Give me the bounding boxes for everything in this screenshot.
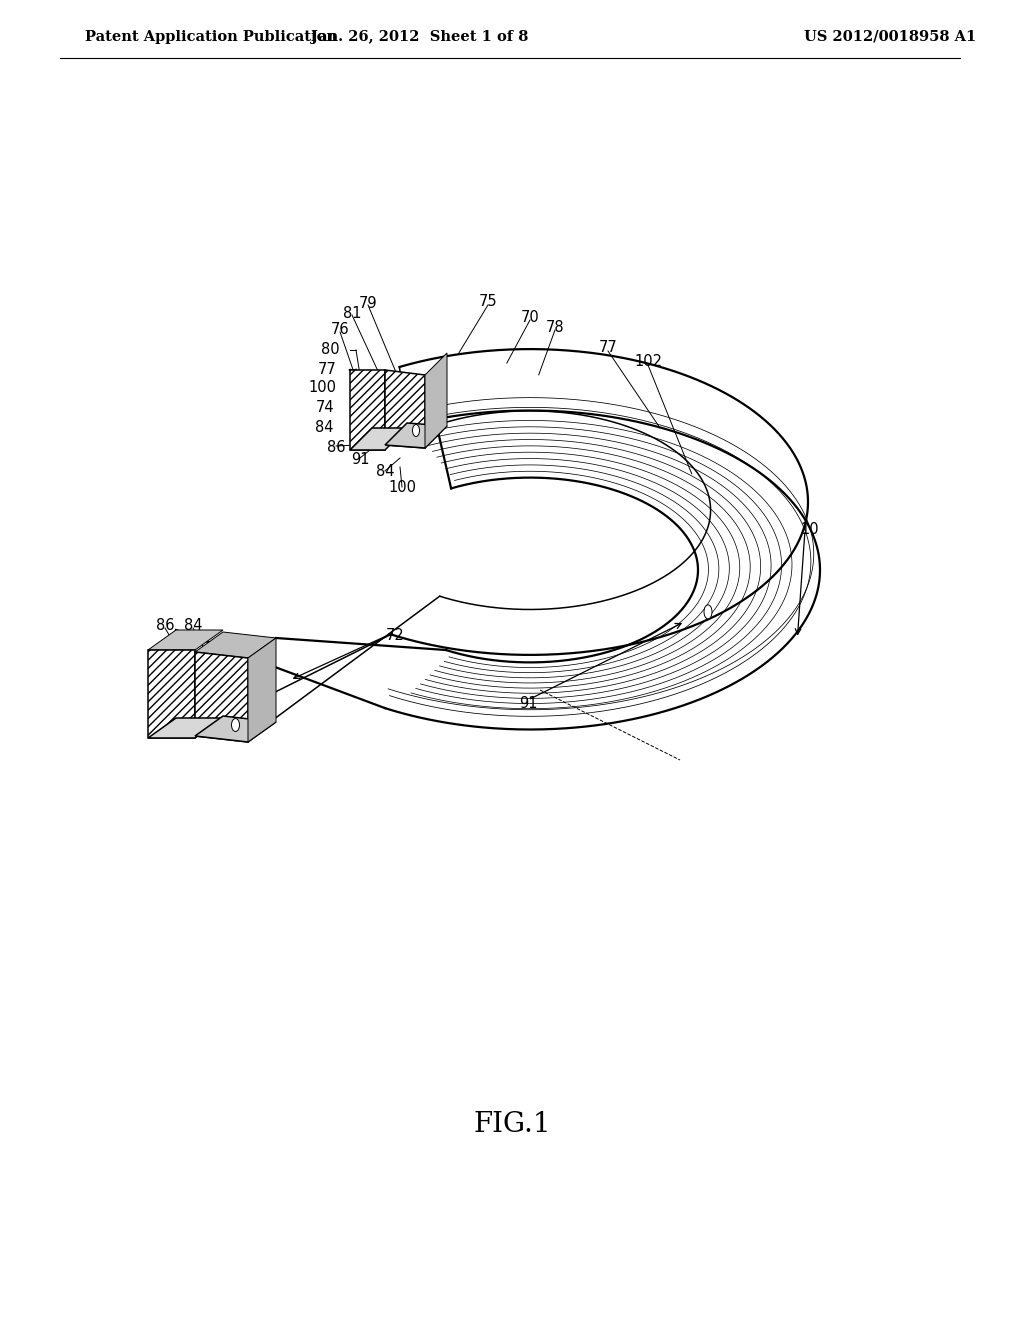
Text: 91: 91 — [519, 696, 538, 710]
Text: 74: 74 — [315, 400, 334, 414]
Polygon shape — [385, 370, 425, 447]
Polygon shape — [148, 718, 223, 738]
Polygon shape — [248, 638, 276, 742]
Polygon shape — [195, 632, 276, 657]
Polygon shape — [195, 715, 276, 742]
Text: 79: 79 — [358, 296, 377, 310]
Text: FIG.1: FIG.1 — [473, 1111, 551, 1138]
Text: 77: 77 — [599, 341, 617, 355]
Text: 10: 10 — [801, 523, 819, 537]
Text: Patent Application Publication: Patent Application Publication — [85, 30, 337, 44]
Text: 77: 77 — [317, 362, 336, 376]
Text: 86: 86 — [156, 618, 174, 632]
Text: 84: 84 — [376, 465, 394, 479]
Text: 91: 91 — [351, 451, 370, 466]
Text: 70: 70 — [520, 309, 540, 325]
Text: 84: 84 — [183, 618, 203, 632]
Text: 72: 72 — [386, 627, 404, 643]
Text: 100: 100 — [308, 380, 336, 396]
Ellipse shape — [413, 425, 420, 437]
Polygon shape — [385, 422, 447, 447]
Polygon shape — [148, 630, 223, 649]
Text: 81: 81 — [343, 305, 361, 321]
Text: 84: 84 — [314, 420, 333, 434]
Polygon shape — [425, 352, 447, 447]
Text: 76: 76 — [331, 322, 349, 338]
Text: 86: 86 — [327, 440, 345, 454]
Text: 102: 102 — [634, 355, 662, 370]
Text: 80: 80 — [321, 342, 339, 358]
Text: US 2012/0018958 A1: US 2012/0018958 A1 — [804, 30, 976, 44]
Polygon shape — [350, 370, 385, 450]
Polygon shape — [350, 428, 407, 450]
Polygon shape — [195, 652, 248, 742]
Polygon shape — [148, 649, 195, 738]
Text: 100: 100 — [388, 480, 416, 495]
Text: 78: 78 — [546, 319, 564, 334]
Text: Jan. 26, 2012  Sheet 1 of 8: Jan. 26, 2012 Sheet 1 of 8 — [311, 30, 528, 44]
Ellipse shape — [705, 605, 712, 619]
Text: 75: 75 — [478, 294, 498, 309]
Ellipse shape — [231, 718, 240, 731]
